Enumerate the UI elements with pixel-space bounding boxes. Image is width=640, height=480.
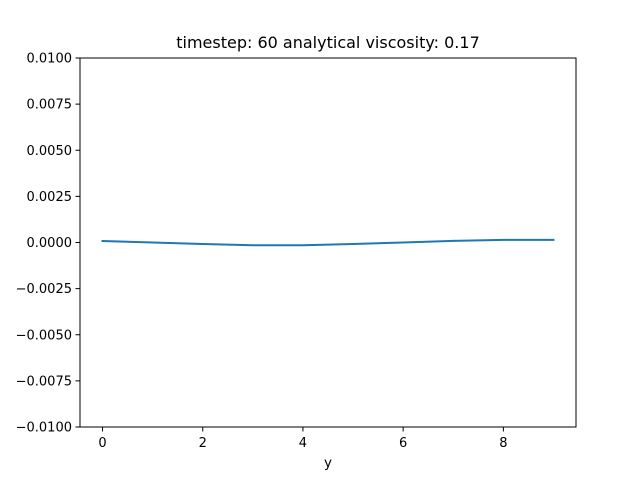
x-tick-label: 8 [499, 436, 507, 451]
y-tick-label: 0.0000 [27, 236, 73, 251]
y-tick-label: 0.0025 [27, 190, 73, 205]
y-tick-label: 0.0100 [27, 52, 73, 67]
y-tick-label: 0.0075 [27, 98, 73, 113]
series-line [101, 238, 555, 247]
plot-area-frame [79, 57, 577, 428]
x-axis-label: y [324, 455, 332, 471]
x-axis-ticks: 0 2 4 6 8 [98, 427, 507, 451]
y-tick-label: −0.0025 [16, 282, 72, 297]
x-tick-label: 2 [199, 436, 207, 451]
x-tick-label: 0 [98, 436, 106, 451]
x-tick-label: 6 [399, 436, 407, 451]
chart-title: timestep: 60 analytical viscosity: 0.17 [176, 33, 480, 52]
y-tick-label: −0.0075 [16, 374, 72, 389]
y-tick-label: −0.0050 [16, 328, 72, 343]
y-tick-label: −0.0100 [16, 421, 72, 436]
x-tick-label: 4 [299, 436, 307, 451]
y-axis-ticks: 0.0100 0.0075 0.0050 0.0025 0.0000 −0.0025 −0.… [16, 52, 80, 436]
y-tick-label: 0.0050 [27, 144, 73, 159]
